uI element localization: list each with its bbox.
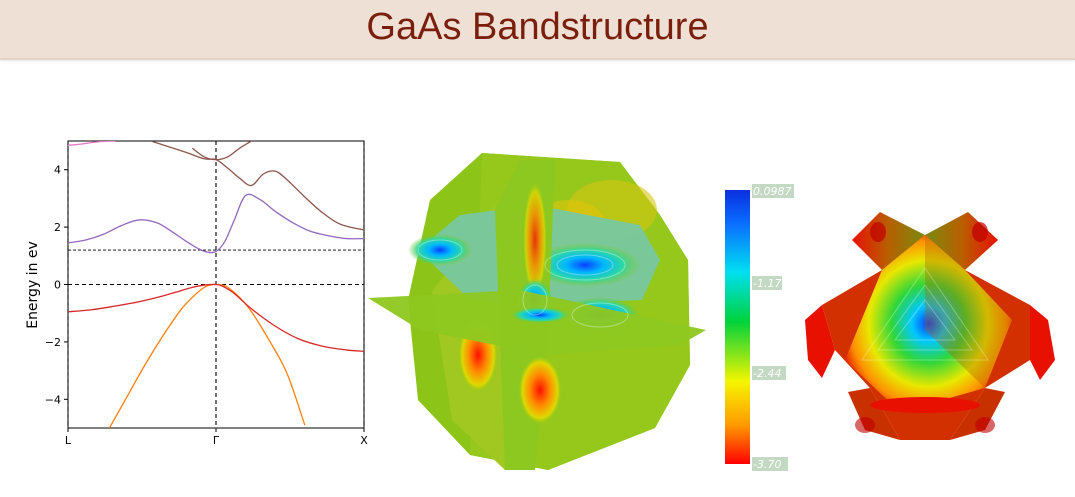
x-tick-label: L bbox=[65, 434, 72, 447]
band-plot: 4 2 0 −2 −4 L Γ X Energy in ev bbox=[25, 140, 368, 447]
y-axis-label: Energy in ev bbox=[25, 241, 41, 329]
colorbar-label-max: 0.0987 bbox=[753, 185, 792, 198]
y-tick-label: 2 bbox=[54, 221, 61, 234]
title-bar: GaAs Bandstructure bbox=[0, 0, 1075, 60]
y-tick-label: −4 bbox=[45, 393, 61, 406]
page-title: GaAs Bandstructure bbox=[366, 6, 709, 48]
band-line-1 bbox=[68, 283, 364, 353]
band-line-4 bbox=[68, 141, 116, 146]
colorbar-label-min: -3.70 bbox=[753, 458, 781, 471]
brillouin-zone-slices bbox=[368, 153, 706, 470]
x-tick-label: Γ bbox=[213, 434, 220, 447]
colorbar: 0.0987 -1.17 -2.44 -3.70 bbox=[725, 184, 794, 471]
band-line-5 bbox=[191, 141, 252, 161]
band-line-2 bbox=[68, 193, 364, 254]
x-tick-label: X bbox=[360, 434, 368, 447]
y-tick-label: 0 bbox=[54, 279, 61, 292]
fermi-surface-view bbox=[805, 212, 1055, 440]
colorbar-label-2: -1.17 bbox=[753, 277, 781, 290]
y-tick-label: 4 bbox=[54, 164, 61, 177]
y-tick-label: −2 bbox=[45, 336, 61, 349]
colorbar-label-3: -2.44 bbox=[753, 367, 781, 380]
band-line-3 bbox=[150, 141, 364, 231]
band-line-0 bbox=[108, 283, 306, 428]
colorbar-gradient bbox=[725, 190, 750, 464]
